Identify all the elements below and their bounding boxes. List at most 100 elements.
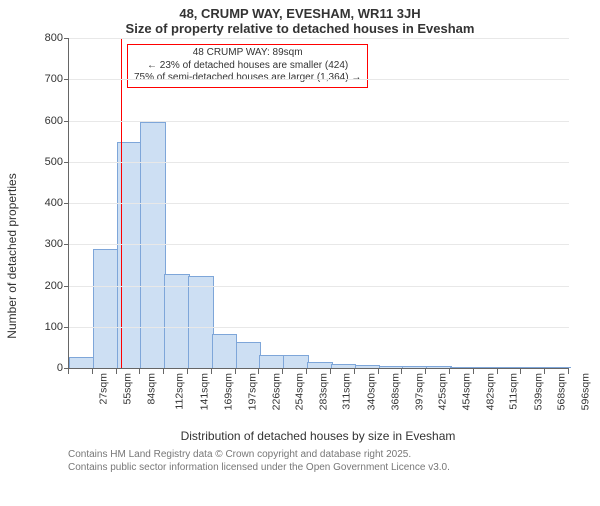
bar [450,367,476,368]
x-tick-mark [211,369,212,374]
y-tick-label: 200 [45,280,63,292]
x-tick-mark [520,369,521,374]
bar [259,355,285,368]
bar [164,274,190,368]
x-tick-mark [92,369,93,374]
x-tick-label: 27sqm [98,373,110,405]
x-tick-label: 141sqm [199,373,211,410]
bar [545,367,571,368]
x-tick-mark [449,369,450,374]
bar [236,342,262,368]
y-tick-label: 800 [45,32,63,44]
y-tick-mark [64,38,69,39]
y-axis-label: Number of detached properties [5,173,19,338]
x-tick-label: 511sqm [507,373,519,410]
bar [331,364,357,368]
x-tick-mark [354,369,355,374]
y-tick-mark [64,121,69,122]
footnote: Contains HM Land Registry data © Crown c… [68,449,568,474]
bar [474,367,500,368]
gridline [69,286,569,287]
bar [69,357,95,368]
x-tick-mark [139,369,140,374]
page-title: 48, CRUMP WAY, EVESHAM, WR11 3JH [0,6,600,21]
y-tick-label: 700 [45,73,63,85]
callout-line1: 48 CRUMP WAY: 89sqm [134,47,361,60]
callout-line2: ← 23% of detached houses are smaller (42… [134,60,361,73]
x-tick-label: 226sqm [270,373,282,410]
x-tick-label: 596sqm [580,373,592,410]
x-tick-mark [330,369,331,374]
y-tick-mark [64,79,69,80]
x-tick-label: 283sqm [318,373,330,410]
x-tick-label: 169sqm [222,373,234,410]
x-tick-mark [425,369,426,374]
gridline [69,121,569,122]
y-tick-label: 400 [45,197,63,209]
bar [355,365,381,368]
x-tick-label: 539sqm [532,373,544,410]
x-tick-mark [568,369,569,374]
bar [379,366,405,368]
bar [307,362,333,368]
y-tick-mark [64,286,69,287]
y-tick-label: 300 [45,238,63,250]
x-tick-mark [258,369,259,374]
x-tick-label: 311sqm [341,373,353,410]
callout-box: 48 CRUMP WAY: 89sqm ← 23% of detached ho… [127,44,368,88]
x-tick-mark [401,369,402,374]
x-tick-label: 568sqm [556,373,568,410]
y-tick-mark [64,162,69,163]
x-tick-label: 55sqm [121,373,133,405]
callout-line3: 75% of semi-detached houses are larger (… [134,72,361,85]
gridline [69,327,569,328]
x-tick-label: 454sqm [461,373,473,410]
x-axis-label: Distribution of detached houses by size … [68,429,568,443]
gridline [69,79,569,80]
y-tick-label: 500 [45,156,63,168]
x-tick-mark [306,369,307,374]
y-tick-label: 0 [57,362,63,374]
x-tick-mark [378,369,379,374]
x-tick-label: 112sqm [174,373,186,410]
x-tick-label: 254sqm [294,373,306,410]
footnote-line1: Contains HM Land Registry data © Crown c… [68,449,568,462]
y-tick-mark [64,203,69,204]
page-subtitle: Size of property relative to detached ho… [0,21,600,36]
bar [521,367,547,368]
x-tick-label: 397sqm [413,373,425,410]
gridline [69,162,569,163]
bar [188,276,214,368]
x-tick-mark [163,369,164,374]
x-tick-label: 197sqm [246,373,258,410]
x-tick-mark [497,369,498,374]
x-tick-mark [473,369,474,374]
x-tick-mark [282,369,283,374]
bar [402,366,428,368]
x-tick-mark [116,369,117,374]
y-tick-label: 100 [45,321,63,333]
y-tick-mark [64,244,69,245]
bar [283,355,309,368]
bar [426,366,452,368]
y-tick-mark [64,327,69,328]
gridline [69,203,569,204]
chart: Number of detached properties 48 CRUMP W… [20,38,580,474]
gridline [69,38,569,39]
x-tick-label: 482sqm [484,373,496,410]
x-tick-label: 425sqm [437,373,449,410]
x-tick-mark [68,369,69,374]
x-tick-label: 340sqm [365,373,377,410]
x-tick-label: 84sqm [145,373,157,405]
gridline [69,244,569,245]
bar [212,334,238,368]
y-tick-label: 600 [45,115,63,127]
x-tick-mark [544,369,545,374]
x-ticks: 27sqm 55sqm 84sqm 112sqm 141sqm 169sqm 197sqm 2… [68,369,568,427]
x-tick-label: 368sqm [389,373,401,410]
bar [498,367,524,368]
x-tick-mark [187,369,188,374]
footnote-line2: Contains public sector information licen… [68,462,568,475]
bar [93,249,119,368]
plot-area: 48 CRUMP WAY: 89sqm ← 23% of detached ho… [68,38,569,369]
